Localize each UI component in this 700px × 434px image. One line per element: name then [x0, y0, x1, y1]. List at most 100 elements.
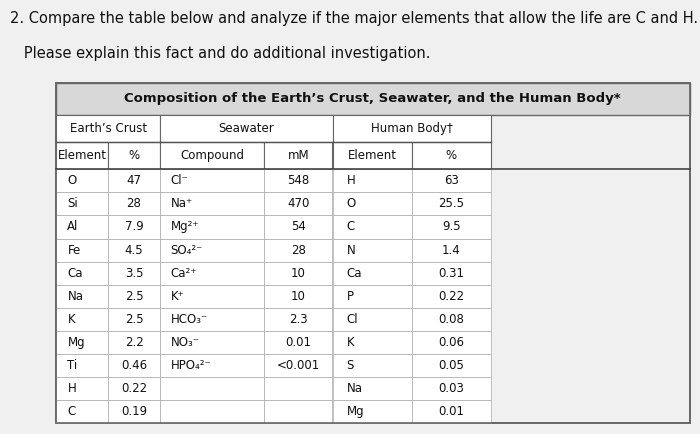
Text: Mg: Mg — [346, 405, 365, 418]
Bar — [56, 262, 108, 285]
Text: 0.22: 0.22 — [121, 382, 147, 395]
Text: Ca: Ca — [67, 266, 83, 279]
Text: Al: Al — [67, 220, 79, 233]
Bar — [108, 331, 160, 354]
Text: K: K — [67, 313, 75, 326]
Bar — [160, 115, 332, 142]
Bar — [332, 331, 412, 354]
Text: Cl⁻: Cl⁻ — [171, 174, 188, 187]
Bar — [160, 285, 264, 308]
Text: SO₄²⁻: SO₄²⁻ — [171, 243, 203, 256]
Bar — [160, 331, 264, 354]
Text: Element: Element — [57, 149, 106, 162]
Bar — [332, 239, 412, 262]
Bar — [56, 331, 108, 354]
Bar — [108, 285, 160, 308]
Text: 63: 63 — [444, 174, 458, 187]
Text: 2.5: 2.5 — [125, 313, 144, 326]
Text: Ti: Ti — [67, 359, 78, 372]
Bar — [56, 83, 690, 423]
Bar — [160, 400, 264, 423]
Text: 0.06: 0.06 — [438, 336, 464, 349]
Bar — [264, 400, 332, 423]
Text: 0.01: 0.01 — [438, 405, 464, 418]
Bar — [160, 192, 264, 215]
Text: Compound: Compound — [180, 149, 244, 162]
Bar — [264, 354, 332, 377]
Bar — [108, 262, 160, 285]
Text: 10: 10 — [290, 266, 306, 279]
Bar — [412, 377, 491, 400]
Text: S: S — [346, 359, 354, 372]
Text: %: % — [446, 149, 456, 162]
Bar — [160, 215, 264, 239]
Bar — [412, 400, 491, 423]
Text: Ca²⁺: Ca²⁺ — [171, 266, 197, 279]
Text: 0.31: 0.31 — [438, 266, 464, 279]
Bar — [108, 142, 160, 169]
Bar — [412, 262, 491, 285]
Text: mM: mM — [288, 149, 309, 162]
Text: 548: 548 — [287, 174, 309, 187]
Text: H: H — [67, 382, 76, 395]
Text: Human Body†: Human Body† — [371, 122, 452, 135]
Text: 47: 47 — [127, 174, 141, 187]
Bar — [160, 239, 264, 262]
Bar — [264, 285, 332, 308]
Bar — [56, 83, 690, 115]
Bar — [108, 192, 160, 215]
Text: Na: Na — [67, 290, 83, 302]
Bar — [412, 354, 491, 377]
Text: 3.5: 3.5 — [125, 266, 144, 279]
Bar — [108, 215, 160, 239]
Text: 2.2: 2.2 — [125, 336, 144, 349]
Bar — [412, 169, 491, 192]
Bar — [332, 262, 412, 285]
Bar — [332, 354, 412, 377]
Bar — [412, 192, 491, 215]
Bar — [56, 215, 108, 239]
Bar — [56, 239, 108, 262]
Bar — [264, 142, 332, 169]
Bar — [108, 239, 160, 262]
Bar — [56, 83, 690, 423]
Bar — [412, 308, 491, 331]
Text: 54: 54 — [290, 220, 306, 233]
Bar — [56, 115, 160, 142]
Bar — [412, 285, 491, 308]
Text: %: % — [129, 149, 139, 162]
Bar — [108, 377, 160, 400]
Text: 0.08: 0.08 — [438, 313, 464, 326]
Text: Cl: Cl — [346, 313, 358, 326]
Bar — [56, 192, 108, 215]
Bar — [264, 215, 332, 239]
Bar — [332, 169, 412, 192]
Text: Composition of the Earth’s Crust, Seawater, and the Human Body*: Composition of the Earth’s Crust, Seawat… — [125, 92, 621, 105]
Bar — [108, 308, 160, 331]
Bar — [264, 262, 332, 285]
Bar — [160, 308, 264, 331]
Text: 10: 10 — [290, 290, 306, 302]
Text: Mg²⁺: Mg²⁺ — [171, 220, 199, 233]
Text: 7.9: 7.9 — [125, 220, 144, 233]
Text: Mg: Mg — [67, 336, 85, 349]
Text: 1.4: 1.4 — [442, 243, 461, 256]
Bar — [412, 239, 491, 262]
Bar — [56, 285, 108, 308]
Text: K⁺: K⁺ — [171, 290, 184, 302]
Text: Earth’s Crust: Earth’s Crust — [69, 122, 147, 135]
Bar — [332, 142, 412, 169]
Text: Please explain this fact and do additional investigation.: Please explain this fact and do addition… — [10, 46, 430, 61]
Text: <0.001: <0.001 — [276, 359, 320, 372]
Bar — [160, 262, 264, 285]
Text: 4.5: 4.5 — [125, 243, 144, 256]
Bar — [108, 354, 160, 377]
Text: O: O — [67, 174, 76, 187]
Text: Ca: Ca — [346, 266, 362, 279]
Bar — [332, 192, 412, 215]
Text: Seawater: Seawater — [218, 122, 274, 135]
Text: Element: Element — [347, 149, 396, 162]
Text: Na: Na — [346, 382, 363, 395]
Bar — [264, 377, 332, 400]
Bar — [332, 285, 412, 308]
